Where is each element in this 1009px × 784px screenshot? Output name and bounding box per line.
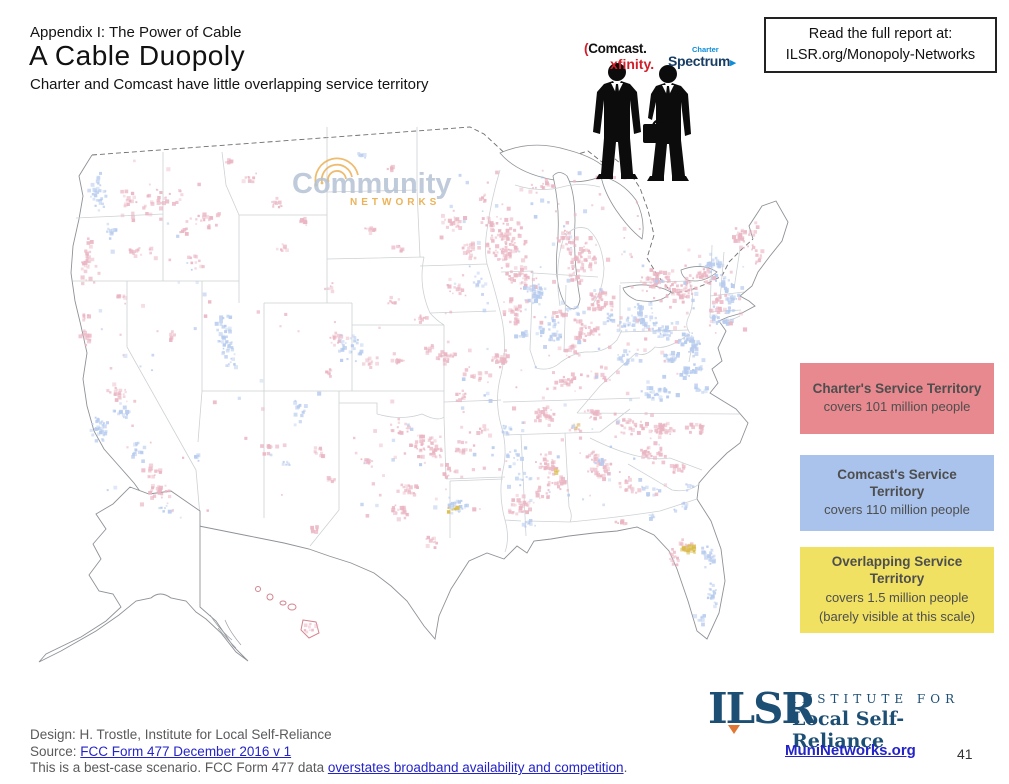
comcast-wordmark: Comcast. xyxy=(588,41,647,56)
disclaimer-period: . xyxy=(623,760,628,776)
ilsr-acronym: ILSR xyxy=(708,684,816,733)
legend-overlap: Overlapping Service Territory covers 1.5… xyxy=(800,547,994,633)
xfinity-wordmark: xfinity. xyxy=(610,55,655,72)
signal-arcs-icon xyxy=(314,157,359,187)
legend-comcast-title: Comcast's Service Territory xyxy=(837,466,957,499)
report-url: ILSR.org/Monopoly-Networks xyxy=(785,47,976,63)
legend-overlap-title: Overlapping Service Territory xyxy=(831,554,963,587)
report-line1: Read the full report at: xyxy=(808,25,953,42)
service-territory-dots xyxy=(78,152,765,634)
page-title: A Cable Duopoly xyxy=(29,40,246,71)
spectrum-arrow-icon: ▸ xyxy=(730,56,736,69)
legend-overlap-note: (barely visible at this scale) xyxy=(818,608,976,624)
charter-wordmark: Charter xyxy=(692,45,719,54)
us-coast-outline xyxy=(70,154,789,641)
page-subtitle: Charter and Comcast have little overlapp… xyxy=(30,76,429,93)
source-link[interactable]: FCC Form 477 December 2016 v 1 xyxy=(80,743,292,759)
community-networks-watermark: Community NETWORKS xyxy=(292,168,452,208)
page-number: 41 xyxy=(957,746,973,762)
legend-charter: Charter's Service Territory covers 101 m… xyxy=(800,363,994,434)
ilsr-logo: ILSR INSTITUTE FOR Local Self-Reliance xyxy=(708,684,954,753)
watermark-networks: NETWORKS xyxy=(350,197,441,208)
spectrum-wordmark: Spectrum xyxy=(668,52,731,69)
legend-overlap-body: covers 1.5 million people xyxy=(825,589,969,605)
appendix-label: Appendix I: The Power of Cable xyxy=(30,24,242,41)
legend-comcast: Comcast's Service Territory covers 110 m… xyxy=(800,455,994,531)
legend-charter-body: covers 101 million people xyxy=(823,399,971,415)
footer-credits: Design: H. Trostle, Institute for Local … xyxy=(30,727,627,777)
businessman-standing-icon xyxy=(593,63,641,179)
comcast-xfinity-logo: (Comcast. xfinity. xyxy=(584,42,664,71)
disclaimer-link[interactable]: overstates broadband availability and co… xyxy=(327,760,624,776)
legend-comcast-body: covers 110 million people xyxy=(824,502,970,518)
alaska-outline xyxy=(38,486,249,663)
ilsr-institute-for: INSTITUTE FOR xyxy=(792,692,960,706)
comcast-paren: ( xyxy=(584,41,589,56)
source-label: Source: xyxy=(30,743,81,759)
charter-spectrum-logo: Charter Spectrum▸ xyxy=(668,46,748,69)
legend-charter-title: Charter's Service Territory xyxy=(812,380,982,396)
businessman-briefcase-icon xyxy=(643,65,691,181)
ilsr-funnel-icon xyxy=(728,725,740,734)
watermark-community: Community xyxy=(292,168,452,200)
alaska-detail xyxy=(209,614,242,649)
disclaimer-text: This is a best-case scenario. FCC Form 4… xyxy=(30,760,328,776)
ilsr-local-self-reliance: Local Self-Reliance xyxy=(792,708,905,752)
design-credit: Design: H. Trostle, Institute for Local … xyxy=(30,727,332,742)
muninetworks-link[interactable]: MuniNetworks.org xyxy=(785,742,916,759)
read-report-box: Read the full report at: ILSR.org/Monopo… xyxy=(764,17,997,73)
